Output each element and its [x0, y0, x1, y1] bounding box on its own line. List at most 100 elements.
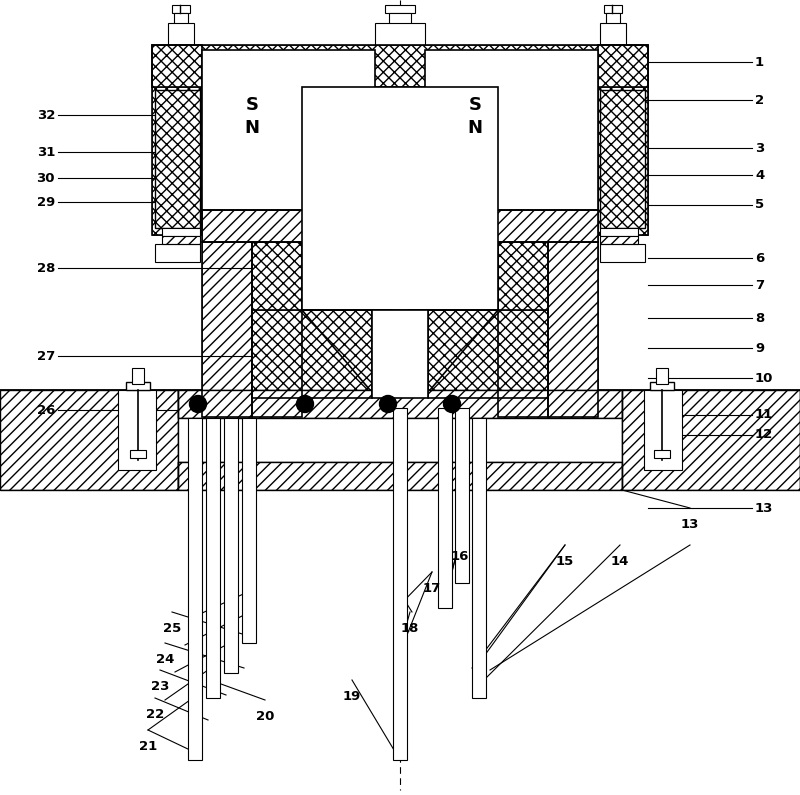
Bar	[598, 45, 648, 235]
Bar	[598, 45, 648, 235]
Circle shape	[443, 395, 461, 413]
Bar	[202, 210, 598, 242]
Text: 1: 1	[755, 56, 764, 68]
Bar	[375, 23, 425, 45]
Bar	[174, 13, 188, 25]
Text: 4: 4	[755, 169, 764, 181]
Bar	[393, 408, 407, 760]
Bar	[600, 90, 645, 228]
Bar	[0, 390, 178, 490]
Text: 19: 19	[343, 690, 361, 703]
Bar	[155, 244, 200, 262]
Bar	[428, 310, 548, 398]
Text: 10: 10	[755, 371, 774, 385]
Bar	[152, 45, 648, 87]
Bar	[118, 390, 156, 470]
Text: 26: 26	[37, 404, 55, 417]
Text: 23: 23	[151, 680, 169, 693]
Bar	[202, 242, 252, 417]
Text: 8: 8	[755, 312, 764, 324]
Text: 21: 21	[139, 740, 157, 753]
Bar	[130, 450, 146, 458]
Bar	[0, 390, 178, 490]
Bar	[389, 13, 411, 25]
Bar	[428, 310, 548, 398]
Bar	[302, 87, 498, 310]
Bar	[372, 310, 428, 398]
Bar	[168, 23, 194, 45]
Bar	[425, 50, 598, 210]
Text: S: S	[246, 96, 258, 114]
Bar	[438, 408, 452, 608]
Bar	[600, 90, 645, 228]
Bar	[548, 242, 598, 417]
Text: 5: 5	[755, 199, 764, 211]
Bar	[155, 90, 200, 228]
Bar	[622, 390, 800, 490]
Bar	[498, 242, 548, 417]
Bar	[126, 382, 150, 390]
Text: S: S	[469, 96, 482, 114]
Bar	[178, 462, 622, 490]
Bar	[600, 244, 645, 262]
Bar	[202, 210, 598, 242]
Text: 27: 27	[37, 350, 55, 363]
Bar	[202, 242, 252, 417]
Polygon shape	[408, 310, 498, 390]
Bar	[252, 310, 372, 398]
Text: 15: 15	[556, 555, 574, 568]
Text: N: N	[467, 119, 482, 137]
Bar	[0, 390, 800, 490]
Circle shape	[379, 395, 397, 413]
Bar	[606, 13, 620, 25]
Bar	[654, 450, 670, 458]
Bar	[600, 23, 626, 45]
Text: 3: 3	[755, 142, 764, 154]
Bar	[162, 228, 200, 236]
Bar	[188, 418, 202, 760]
Bar	[152, 45, 648, 87]
Bar	[178, 462, 622, 490]
Text: 17: 17	[423, 582, 441, 595]
Bar	[202, 50, 375, 210]
Text: 9: 9	[755, 342, 764, 355]
Text: 29: 29	[37, 196, 55, 208]
Text: 22: 22	[146, 708, 164, 721]
Text: 14: 14	[611, 555, 629, 568]
Text: 18: 18	[401, 622, 419, 635]
Bar	[644, 390, 682, 470]
Bar	[152, 45, 202, 235]
Text: 16: 16	[451, 550, 469, 563]
Bar	[472, 418, 486, 698]
Bar	[178, 390, 622, 418]
Bar	[175, 390, 625, 490]
Bar	[162, 236, 200, 244]
Text: 30: 30	[37, 172, 55, 184]
Bar	[455, 408, 469, 583]
Text: 24: 24	[156, 653, 174, 666]
Bar	[385, 5, 415, 13]
Polygon shape	[302, 310, 392, 390]
Text: 7: 7	[755, 278, 764, 292]
Bar	[242, 418, 256, 643]
Circle shape	[297, 395, 314, 413]
Bar	[0, 390, 800, 490]
Text: 20: 20	[256, 710, 274, 723]
Bar	[162, 236, 200, 244]
Bar	[152, 45, 202, 235]
Text: 2: 2	[755, 94, 764, 107]
Bar	[172, 5, 190, 13]
Text: 6: 6	[755, 251, 764, 265]
Text: 32: 32	[37, 108, 55, 122]
Bar	[650, 382, 674, 390]
Bar	[178, 390, 622, 418]
Bar	[604, 5, 622, 13]
Bar	[600, 228, 638, 236]
Circle shape	[190, 395, 206, 413]
Bar	[600, 236, 638, 244]
Text: 31: 31	[37, 145, 55, 158]
Text: N: N	[245, 119, 259, 137]
Bar	[656, 368, 668, 384]
Bar	[252, 310, 372, 398]
Text: 13: 13	[681, 518, 699, 531]
